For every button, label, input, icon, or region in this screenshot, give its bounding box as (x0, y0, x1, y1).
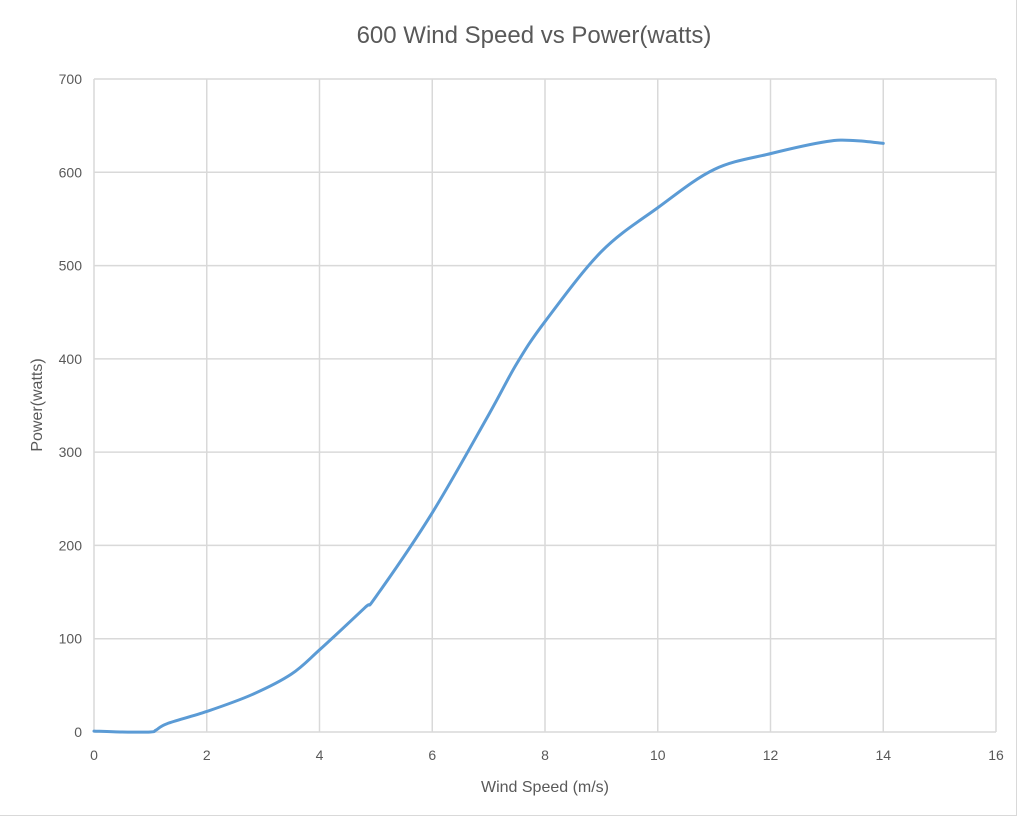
x-tick-label: 12 (763, 747, 779, 763)
y-axis-label: Power(watts) (29, 358, 46, 451)
series-line (92, 138, 885, 734)
y-tick-label: 200 (59, 537, 83, 553)
y-tick-label: 500 (59, 258, 83, 274)
y-tick-label: 0 (74, 724, 82, 740)
chart-title: 600 Wind Speed vs Power(watts) (357, 22, 712, 49)
y-tick-label: 700 (59, 71, 83, 87)
y-tick-label: 600 (59, 164, 83, 180)
x-tick-label: 10 (650, 747, 666, 763)
x-tick-label: 16 (988, 747, 1004, 763)
x-tick-label: 14 (875, 747, 891, 763)
y-tick-label: 100 (59, 631, 83, 647)
x-tick-label: 0 (90, 747, 98, 763)
x-tick-label: 6 (428, 747, 436, 763)
y-tick-label: 300 (59, 444, 83, 460)
x-tick-label: 8 (541, 747, 549, 763)
x-axis-label: Wind Speed (m/s) (481, 779, 609, 796)
x-tick-label: 4 (316, 747, 324, 763)
y-tick-label: 400 (59, 351, 83, 367)
x-tick-label: 2 (203, 747, 211, 763)
